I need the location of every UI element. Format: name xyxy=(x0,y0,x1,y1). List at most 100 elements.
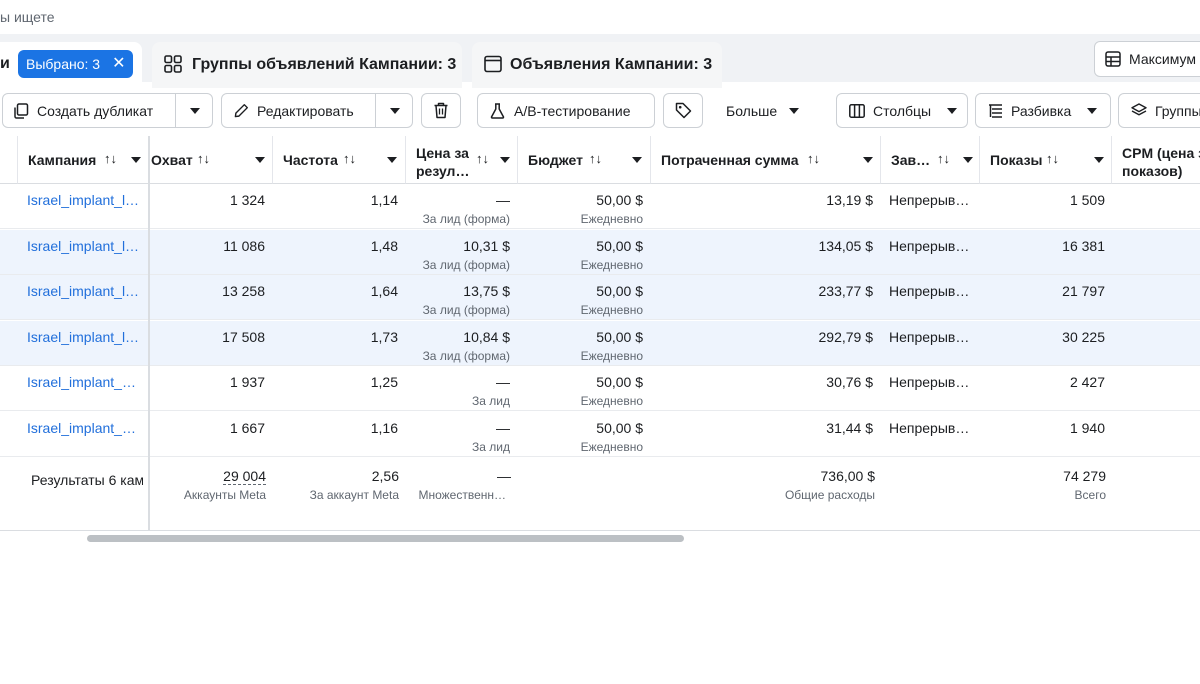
header-frequency-label: Частота xyxy=(283,152,338,168)
caret-down-icon[interactable] xyxy=(632,157,642,163)
cost-per-result-value: 13,75 $ xyxy=(463,283,510,299)
table-row[interactable]: Israel_implant_l… 17 508 1,73 10,84 $ За лид… xyxy=(0,320,1200,366)
sort-icon[interactable]: ↑↓ xyxy=(1046,151,1059,166)
caret-down-icon[interactable] xyxy=(500,157,510,163)
header-cost-per-result[interactable]: Цена за резул… ↑↓ xyxy=(406,136,518,184)
table-row[interactable]: Israel_implant_… 1 667 1,16 — За лид 50,00 $ Е… xyxy=(0,412,1200,457)
totals-cost-sub: Множественн… xyxy=(418,488,506,502)
close-icon[interactable]: ✕ xyxy=(112,55,126,72)
cost-per-result-sub: За лид (форма) xyxy=(422,348,510,363)
table-row[interactable]: Israel_implant_l… 1 324 1,14 — За лид (форма… xyxy=(0,184,1200,229)
breakdown-label: Разбивка xyxy=(1011,102,1072,119)
tab-ads[interactable]: Объявления Кампании: 3 xyxy=(472,42,722,88)
sort-icon[interactable]: ↑↓ xyxy=(589,151,602,166)
header-frequency[interactable]: Частота ↑↓ xyxy=(273,136,406,184)
caret-down-icon[interactable] xyxy=(387,157,397,163)
search-bar[interactable]: ы ищете xyxy=(0,0,1200,34)
sort-icon[interactable]: ↑↓ xyxy=(476,151,489,166)
ends-value: Непрерыв… xyxy=(889,328,970,345)
table-row[interactable]: Israel_implant_l… 13 258 1,64 13,75 $ За лид… xyxy=(0,275,1200,320)
campaign-name-link[interactable]: Israel_implant_l… xyxy=(27,328,139,345)
header-ends[interactable]: Зав… ↑↓ xyxy=(881,136,980,184)
campaign-name-link[interactable]: Israel_implant_l… xyxy=(27,283,139,299)
totals-reach-sub: Аккаунты Meta xyxy=(183,488,266,502)
delete-button[interactable] xyxy=(421,93,461,128)
edit-button[interactable]: Редактировать xyxy=(222,94,375,127)
caret-down-icon[interactable] xyxy=(863,157,873,163)
header-impressions[interactable]: Показы ↑↓ xyxy=(980,136,1112,184)
frozen-column-divider xyxy=(148,136,150,531)
selected-count-pill[interactable]: Выбрано: 3 ✕ xyxy=(18,50,134,78)
header-budget[interactable]: Бюджет ↑↓ xyxy=(518,136,651,184)
campaign-name-link[interactable]: Israel_implant_l… xyxy=(27,192,139,208)
edit-dropdown[interactable] xyxy=(376,94,413,127)
sort-icon[interactable]: ↑↓ xyxy=(937,151,950,166)
frequency-value: 1,64 xyxy=(370,283,398,299)
columns-button[interactable]: Столбцы xyxy=(836,93,968,128)
toolbar: Создать дубликат Редактировать xyxy=(0,88,1200,136)
budget-sub: Ежедневно xyxy=(580,348,643,363)
header-cpm-line1: CPM (цена з xyxy=(1122,145,1200,161)
budget-value: 50,00 $ xyxy=(596,237,643,254)
campaign-name-link[interactable]: Israel_implant_… xyxy=(27,374,136,390)
campaign-name-link[interactable]: Israel_implant_… xyxy=(27,419,136,436)
amount-spent-value: 31,44 $ xyxy=(826,419,873,436)
impressions-value: 1 509 xyxy=(1069,192,1105,208)
header-amount-spent[interactable]: Потраченная сумма ↑↓ xyxy=(651,136,881,184)
impressions-value: 30 225 xyxy=(1062,328,1105,345)
reach-value: 13 258 xyxy=(222,283,265,299)
caret-down-icon[interactable] xyxy=(963,157,973,163)
breakdown-button[interactable]: Разбивка xyxy=(975,93,1111,128)
reach-value: 17 508 xyxy=(222,328,265,345)
header-campaign[interactable]: Кампания ↑↓ xyxy=(18,136,149,184)
ab-test-label: A/B-тестирование xyxy=(514,102,631,119)
sort-icon[interactable]: ↑↓ xyxy=(104,151,117,166)
header-checkbox-column xyxy=(0,136,18,184)
maximum-view-button[interactable]: Максимум xyxy=(1094,41,1200,77)
table-row[interactable]: Israel_implant_l… 11 086 1,48 10,31 $ За лид… xyxy=(0,229,1200,275)
header-cpm-label: CPM (цена з показов) xyxy=(1122,144,1200,180)
reach-value: 1 667 xyxy=(229,419,265,436)
cost-per-result-sub: За лид (форма) xyxy=(422,212,510,226)
amount-spent-value: 292,79 $ xyxy=(818,328,874,345)
header-cpm[interactable]: CPM (цена з показов) xyxy=(1112,136,1200,184)
sort-icon[interactable]: ↑↓ xyxy=(197,151,210,166)
sort-icon[interactable]: ↑↓ xyxy=(807,151,820,166)
header-cost-line1: Цена за xyxy=(416,145,469,161)
totals-row: Результаты 6 кам 29 004 Аккаунты Meta 2,… xyxy=(0,458,1200,531)
copy-icon xyxy=(14,102,29,119)
ab-test-button[interactable]: A/B-тестирование xyxy=(477,93,655,128)
impressions-value: 16 381 xyxy=(1062,237,1105,254)
duplicate-dropdown[interactable] xyxy=(176,94,213,127)
layers-icon xyxy=(1131,103,1147,116)
ends-value: Непрерыв… xyxy=(889,192,970,208)
header-ends-label: Зав… xyxy=(891,152,931,168)
search-input-text[interactable]: ы ищете xyxy=(0,9,55,25)
tab-campaigns[interactable]: и Выбрано: 3 ✕ xyxy=(0,42,142,88)
caret-down-icon[interactable] xyxy=(1094,157,1104,163)
reach-value: 1 324 xyxy=(229,192,265,208)
duplicate-button[interactable]: Создать дубликат xyxy=(3,94,175,127)
cost-per-result-sub: За лид (форма) xyxy=(422,303,510,317)
pencil-icon xyxy=(234,103,249,118)
header-reach-label: Охват xyxy=(151,152,193,168)
tab-campaigns-label: и xyxy=(0,55,10,72)
cost-per-result-sub: За лид xyxy=(472,439,510,454)
horizontal-scrollbar-thumb[interactable] xyxy=(87,535,684,542)
caret-down-icon[interactable] xyxy=(255,157,265,163)
columns-label: Столбцы xyxy=(873,102,932,119)
groups-button[interactable]: Группы xyxy=(1118,93,1200,128)
header-reach[interactable]: Охват ↑↓ xyxy=(141,136,273,184)
edit-button-group: Редактировать xyxy=(221,93,413,128)
breakdown-icon xyxy=(989,104,1002,118)
tab-ad-groups[interactable]: Группы объявлений Кампании: 3 xyxy=(152,42,462,88)
totals-reach[interactable]: 29 004 xyxy=(223,468,266,485)
cost-per-result-sub: За лид xyxy=(472,394,510,408)
caret-down-icon[interactable] xyxy=(131,157,141,163)
campaign-name-link[interactable]: Israel_implant_l… xyxy=(27,237,139,254)
table-row[interactable]: Israel_implant_… 1 937 1,25 — За лид 50,00 $ Е… xyxy=(0,366,1200,411)
more-button[interactable]: Больше xyxy=(726,93,800,128)
sort-icon[interactable]: ↑↓ xyxy=(343,151,356,166)
tag-button[interactable] xyxy=(663,93,703,128)
